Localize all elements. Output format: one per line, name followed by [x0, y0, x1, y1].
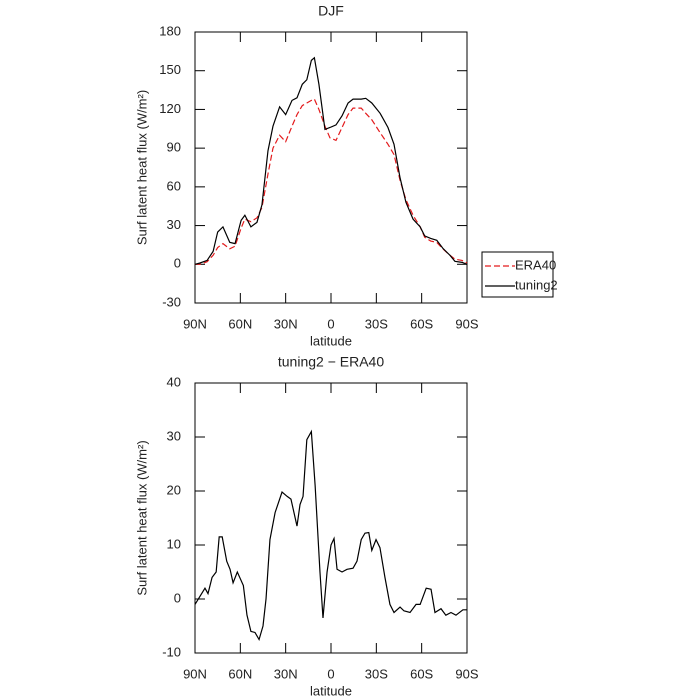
y-tick-label: 120 — [159, 101, 181, 116]
y-tick-label: 30 — [167, 217, 181, 232]
legend-label: tuning2 — [515, 277, 558, 292]
y-tick-label: 0 — [174, 590, 181, 605]
y-tick-label: 90 — [167, 140, 181, 155]
y-tick-label: 60 — [167, 178, 181, 193]
x-tick-label: 30N — [274, 316, 298, 331]
legend-box — [481, 251, 554, 298]
x-tick-label: 90S — [455, 316, 478, 331]
y-tick-label: 0 — [174, 256, 181, 271]
series-line — [194, 56, 468, 265]
series-line — [194, 429, 467, 642]
y-tick-label: 180 — [159, 23, 181, 38]
plot-frame — [194, 31, 468, 304]
chart-title: tuning2 − ERA40 — [278, 354, 384, 370]
x-tick-label: 90N — [183, 316, 207, 331]
x-tick-label: 90S — [455, 666, 478, 681]
y-tick-label: -30 — [162, 294, 181, 309]
y-tick-label: 150 — [159, 62, 181, 77]
x-tick-label: 60N — [228, 666, 252, 681]
x-tick-label: 60N — [228, 316, 252, 331]
x-axis-label: latitude — [310, 683, 352, 698]
x-tick-label: 0 — [327, 316, 334, 331]
y-axis-label: Surf latent heat flux (W/m²) — [134, 440, 149, 595]
x-tick-label: 30N — [274, 666, 298, 681]
x-axis-label: latitude — [310, 333, 352, 348]
x-tick-label: 30S — [365, 316, 388, 331]
x-tick-label: 60S — [410, 316, 433, 331]
y-tick-label: 10 — [167, 536, 181, 551]
x-tick-label: 0 — [327, 666, 334, 681]
x-tick-label: 60S — [410, 666, 433, 681]
y-tick-label: 30 — [167, 428, 181, 443]
y-tick-label: 20 — [167, 482, 181, 497]
x-tick-label: 30S — [365, 666, 388, 681]
x-tick-label: 90N — [183, 666, 207, 681]
y-axis-label: Surf latent heat flux (W/m²) — [134, 90, 149, 245]
legend-label: ERA40 — [515, 257, 556, 272]
y-tick-label: -10 — [162, 644, 181, 659]
chart-title: DJF — [318, 3, 344, 19]
y-tick-label: 40 — [167, 374, 181, 389]
plot-frame — [194, 382, 468, 654]
